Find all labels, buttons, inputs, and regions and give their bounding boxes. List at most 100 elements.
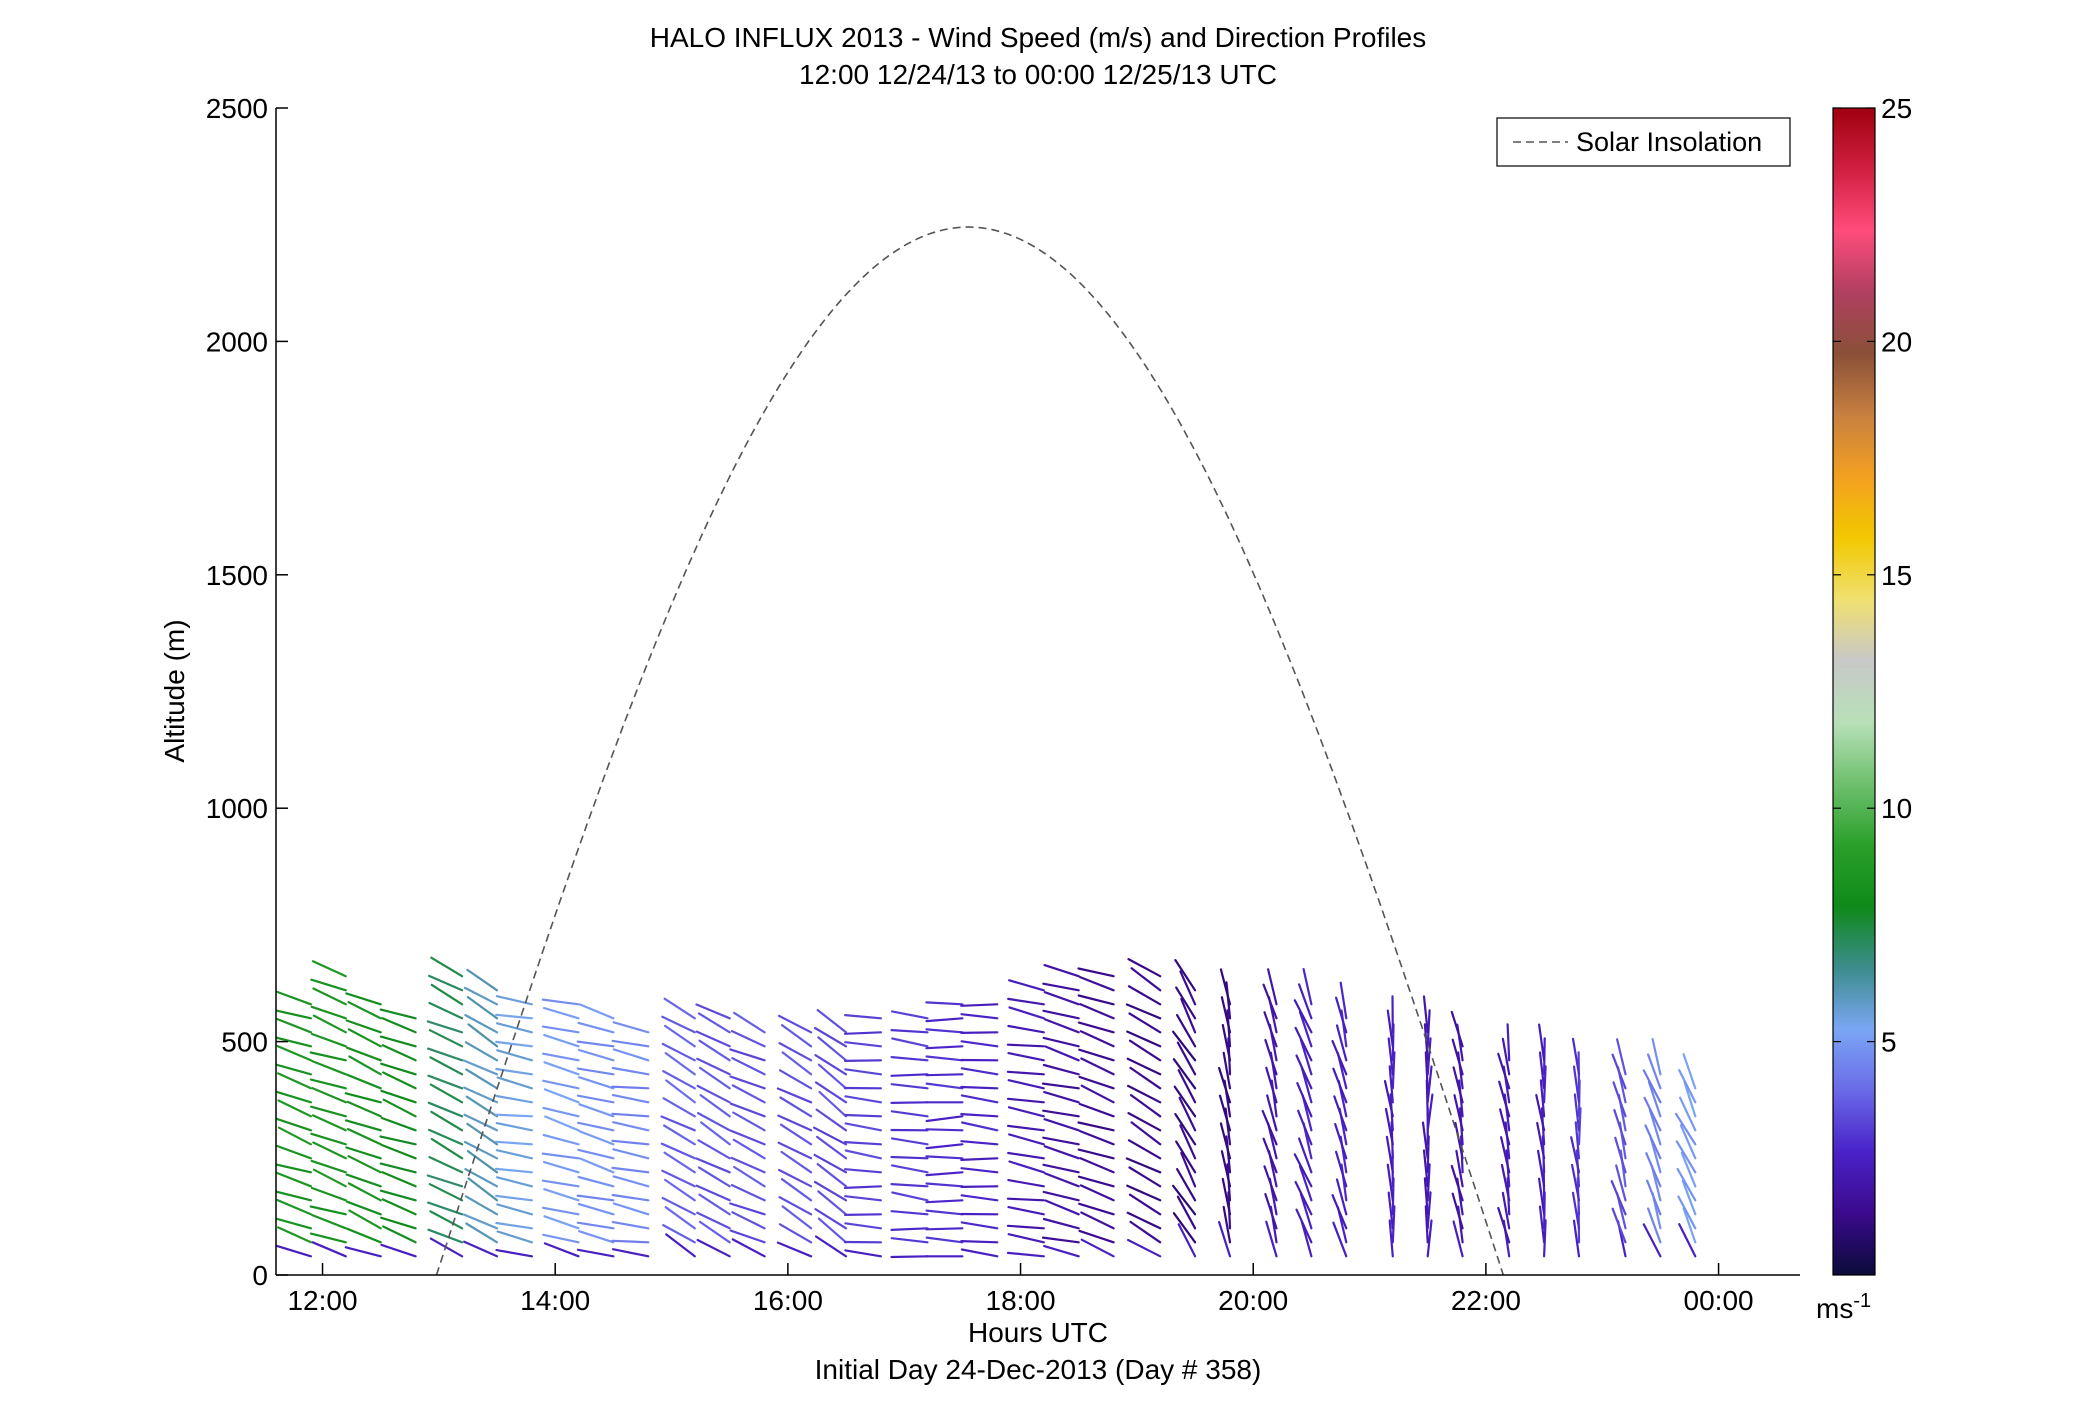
wind-vector	[817, 1190, 848, 1216]
wind-vector	[464, 1041, 499, 1062]
wind-vector	[543, 1242, 580, 1258]
colorbar-gradient	[1832, 107, 1876, 1276]
wind-vector	[1175, 986, 1197, 1020]
wind-vector	[1008, 1133, 1045, 1146]
wind-vector	[611, 1220, 650, 1230]
wind-vector	[729, 1048, 766, 1062]
wind-vector	[466, 1149, 499, 1174]
wind-vector	[611, 1193, 650, 1202]
wind-vector	[1332, 1221, 1348, 1258]
wind-vector	[1423, 1023, 1429, 1062]
wind-vector	[1678, 1222, 1697, 1258]
wind-vector	[543, 1215, 580, 1230]
wind-vector	[698, 1039, 731, 1062]
wind-vector	[1299, 1192, 1313, 1230]
wind-vector	[276, 1190, 312, 1202]
wind-vector	[817, 1217, 848, 1244]
wind-vector	[1178, 1096, 1197, 1132]
wind-vector	[890, 1182, 929, 1188]
wind-vector	[541, 1206, 580, 1216]
wind-vector	[612, 1175, 650, 1188]
wind-vector	[1615, 1038, 1627, 1076]
wind-vector	[729, 1202, 766, 1216]
wind-vector	[960, 1040, 999, 1048]
wind-vector	[960, 1094, 999, 1104]
wind-vector	[612, 1148, 650, 1160]
wind-vector	[1078, 1102, 1115, 1118]
wind-vector	[1179, 1124, 1197, 1160]
wind-vector	[665, 1233, 696, 1258]
wind-vector	[429, 1210, 464, 1230]
wind-vector	[925, 1143, 964, 1150]
wind-vector	[1041, 1236, 1080, 1244]
wind-vector	[496, 1230, 534, 1244]
wind-vector	[1077, 1175, 1115, 1188]
wind-vector	[542, 1160, 580, 1174]
wind-vector	[1262, 1137, 1278, 1174]
wind-vector	[612, 1121, 650, 1132]
wind-vector	[1079, 1003, 1115, 1020]
wind-vector	[960, 1157, 999, 1162]
x-tick-label: 16:00	[753, 1285, 823, 1316]
wind-vector	[960, 1121, 999, 1132]
wind-vector	[663, 1178, 696, 1202]
wind-vector	[813, 1153, 848, 1174]
wind-vector	[310, 1159, 347, 1174]
wind-vector	[890, 1227, 929, 1232]
wind-vector	[542, 1233, 580, 1244]
wind-vector	[662, 1223, 696, 1244]
wind-vector	[1006, 1197, 1045, 1202]
wind-vector	[1264, 1038, 1278, 1076]
wind-vector	[1298, 1010, 1313, 1048]
wind-vector	[843, 1213, 883, 1217]
wind-vector	[695, 1157, 731, 1174]
wind-vector	[1335, 1024, 1348, 1062]
wind-vector	[697, 1166, 731, 1188]
wind-vector	[1219, 1122, 1232, 1160]
wind-vector	[1042, 982, 1080, 992]
wind-vector	[1422, 995, 1429, 1034]
wind-vector	[379, 1008, 417, 1020]
wind-vector	[1043, 1172, 1080, 1188]
wind-vector	[1298, 1165, 1313, 1202]
wind-vector	[426, 1174, 464, 1188]
wind-vector	[817, 1036, 848, 1062]
wind-vector	[611, 1093, 650, 1104]
wind-vector	[890, 1010, 929, 1020]
wind-vector	[1572, 1219, 1581, 1258]
wind-vector	[843, 1185, 883, 1190]
wind-vector	[466, 995, 499, 1020]
wind-vector	[1450, 1010, 1464, 1048]
wind-vector	[1642, 1223, 1662, 1258]
wind-vector	[780, 1150, 813, 1174]
wind-vector	[729, 1102, 766, 1118]
wind-vector	[1180, 1151, 1197, 1188]
wind-vector	[661, 1196, 696, 1216]
wind-vector	[890, 1055, 929, 1062]
wind-vector	[1008, 1006, 1045, 1020]
wind-vector	[1129, 1093, 1162, 1118]
wind-vector	[277, 1099, 312, 1118]
wind-vector	[494, 1140, 534, 1146]
chart-title: HALO INFLUX 2013 - Wind Speed (m/s) and …	[650, 22, 1427, 53]
wind-vector	[960, 1248, 999, 1258]
wind-vector	[380, 1243, 417, 1258]
wind-vector	[817, 1063, 848, 1090]
wind-vector	[427, 1101, 464, 1118]
wind-vector	[925, 1209, 964, 1216]
wind-vector	[1574, 1121, 1581, 1160]
wind-vector	[1044, 1045, 1080, 1062]
wind-vector	[1675, 1140, 1697, 1174]
wind-vector	[428, 1155, 464, 1174]
wind-vector	[814, 1054, 848, 1076]
wind-barbs	[276, 956, 1697, 1259]
wind-vector	[1423, 1177, 1429, 1216]
wind-vector	[1007, 1151, 1045, 1160]
wind-vector	[1007, 1233, 1045, 1244]
wind-vector	[310, 1005, 347, 1020]
wind-vector	[1497, 1206, 1511, 1244]
wind-vector	[542, 1133, 580, 1146]
wind-vector	[495, 1149, 534, 1160]
wind-vector	[1293, 999, 1313, 1034]
wind-vector	[1570, 1136, 1581, 1174]
